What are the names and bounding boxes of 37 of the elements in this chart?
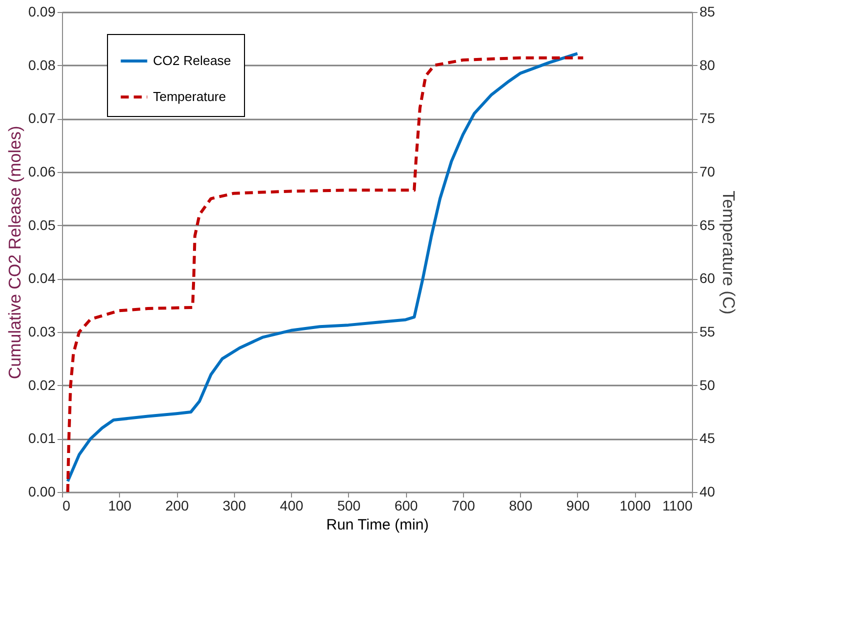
y-tick-label: 0.07 — [28, 110, 56, 126]
y2-tick-label: 60 — [700, 270, 716, 286]
y2-tick-label: 65 — [700, 216, 716, 233]
x-tick-label: 800 — [509, 498, 533, 514]
y-tick-label: 0.05 — [28, 216, 56, 233]
y-tick-label: 0.08 — [28, 56, 56, 73]
x-tick-label: 1000 — [620, 498, 652, 514]
y-axis-title: Cumulative CO2 Release (moles) — [5, 126, 24, 380]
x-tick-label: 500 — [337, 498, 361, 514]
y-tick-label: 0.00 — [28, 484, 56, 500]
y2-tick-label: 75 — [700, 110, 716, 126]
x-tick-label: 200 — [165, 498, 189, 514]
y-tick-label: 0.03 — [28, 324, 56, 340]
y2-tick-label: 45 — [700, 430, 716, 446]
x-tick-label: 600 — [394, 498, 418, 514]
legend-label: CO2 Release — [153, 53, 232, 68]
x-tick-label: 700 — [452, 498, 476, 514]
x-tick-label: 100 — [108, 498, 132, 514]
y-tick-label: 0.06 — [28, 164, 56, 180]
y2-tick-label: 55 — [700, 324, 716, 340]
y2-tick-label: 70 — [700, 164, 716, 180]
y2-tick-label: 50 — [700, 376, 716, 393]
y2-tick-label: 40 — [700, 484, 716, 500]
x-axis-title: Run Time (min) — [326, 516, 429, 534]
y2-axis-title: Temperature (C) — [719, 190, 738, 314]
x-tick-label: 900 — [566, 498, 590, 514]
x-tick-label: 1100 — [662, 498, 693, 514]
x-tick-label: 300 — [222, 498, 246, 514]
x-tick-label: 400 — [280, 498, 304, 514]
y-tick-label: 0.04 — [28, 270, 56, 286]
y-tick-label: 0.02 — [28, 376, 56, 393]
x-tick-label: 0 — [62, 498, 70, 514]
y-tick-label: 0.01 — [28, 430, 56, 446]
y2-tick-label: 80 — [700, 56, 716, 73]
y-tick-label: 0.09 — [28, 4, 56, 20]
y2-tick-label: 85 — [700, 4, 716, 20]
legend-label: Temperature — [153, 89, 226, 104]
